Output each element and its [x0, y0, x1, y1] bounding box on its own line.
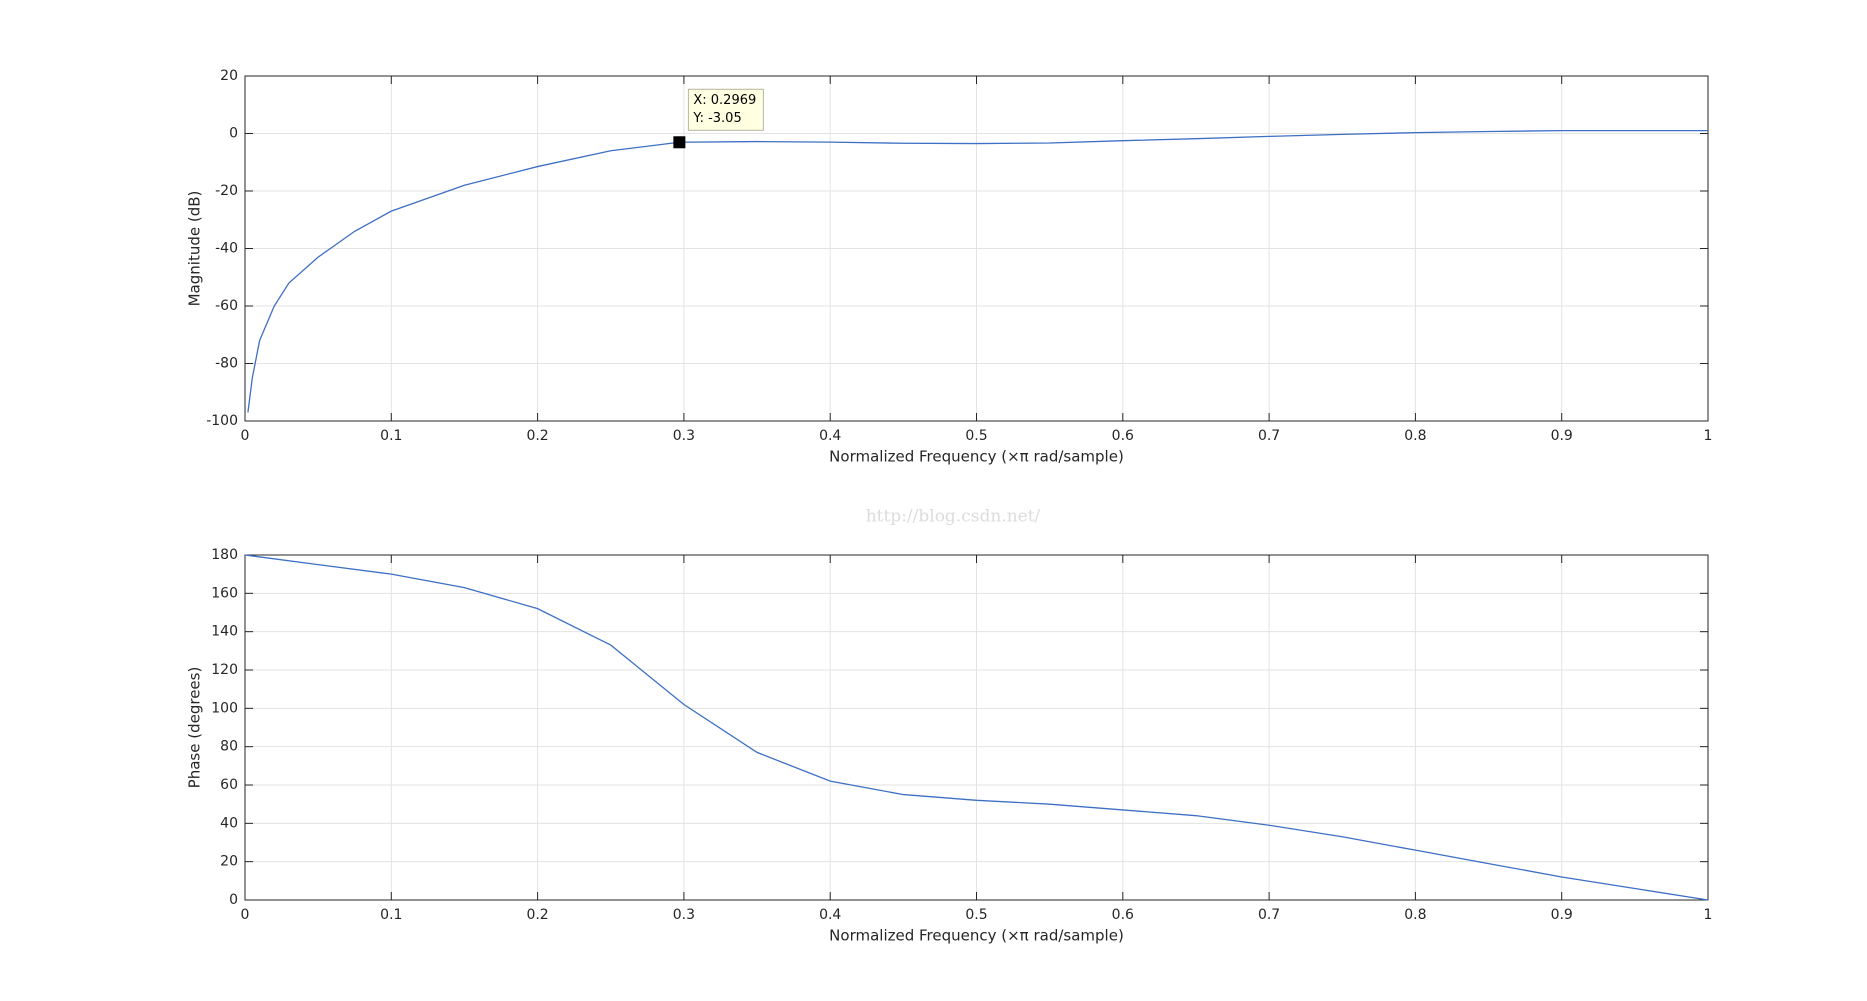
y-tick-label: 40 [220, 815, 238, 831]
axes-box [244, 554, 1709, 901]
datatip-box [687, 88, 764, 131]
y-tick-label: 120 [211, 662, 238, 678]
x-tick-label: 0.2 [526, 428, 548, 444]
datatip-marker [673, 136, 686, 149]
x-tick-label: 0 [241, 907, 250, 923]
x-tick-label: 0.4 [819, 428, 841, 444]
y-axis-label: Magnitude (dB) [186, 191, 204, 307]
x-tick-label: 0.4 [819, 907, 841, 923]
x-tick-label: 1 [1704, 907, 1713, 923]
y-tick-label: -100 [206, 413, 238, 429]
x-tick-label: 0.5 [965, 428, 987, 444]
x-tick-label: 0.6 [1112, 907, 1134, 923]
x-tick-label: 0.3 [673, 907, 695, 923]
x-tick-label: 0.2 [526, 907, 548, 923]
y-tick-label: 160 [211, 585, 238, 601]
x-tick-label: 0.9 [1551, 428, 1573, 444]
y-tick-label: 20 [220, 68, 238, 84]
y-tick-label: 20 [220, 854, 238, 870]
x-tick-label: 1 [1704, 428, 1713, 444]
x-tick-label: 0.8 [1404, 428, 1426, 444]
x-tick-label: 0.5 [965, 907, 987, 923]
x-axis-label: Normalized Frequency (×π rad/sample) [829, 448, 1124, 466]
x-tick-label: 0.7 [1258, 428, 1280, 444]
x-tick-label: 0.9 [1551, 907, 1573, 923]
datatip-x: X: 0.2969 [693, 93, 756, 108]
x-axis-label: Normalized Frequency (×π rad/sample) [829, 927, 1124, 945]
y-tick-label: -20 [215, 183, 238, 199]
y-tick-label: -60 [215, 298, 238, 314]
y-tick-label: 100 [211, 700, 238, 716]
x-tick-label: 0.6 [1112, 428, 1134, 444]
y-tick-label: 80 [220, 739, 238, 755]
datatip-y: Y: -3.05 [692, 111, 741, 126]
x-tick-label: 0.1 [380, 907, 402, 923]
x-tick-label: 0.8 [1404, 907, 1426, 923]
y-tick-label: 0 [229, 892, 238, 908]
y-tick-label: 60 [220, 777, 238, 793]
y-tick-label: 140 [211, 624, 238, 640]
line-series [244, 554, 1709, 901]
y-tick-label: 0 [229, 126, 238, 142]
x-tick-label: 0.1 [380, 428, 402, 444]
y-tick-label: -40 [215, 241, 238, 257]
x-tick-label: 0.7 [1258, 907, 1280, 923]
x-tick-label: 0.3 [673, 428, 695, 444]
axes-box [244, 75, 1709, 422]
x-tick-label: 0 [241, 428, 250, 444]
watermark: http://blog.csdn.net/ [866, 507, 1041, 527]
line-series [247, 129, 1708, 413]
y-tick-label: 180 [211, 547, 238, 563]
y-axis-label: Phase (degrees) [186, 667, 204, 789]
y-tick-label: -80 [215, 356, 238, 372]
